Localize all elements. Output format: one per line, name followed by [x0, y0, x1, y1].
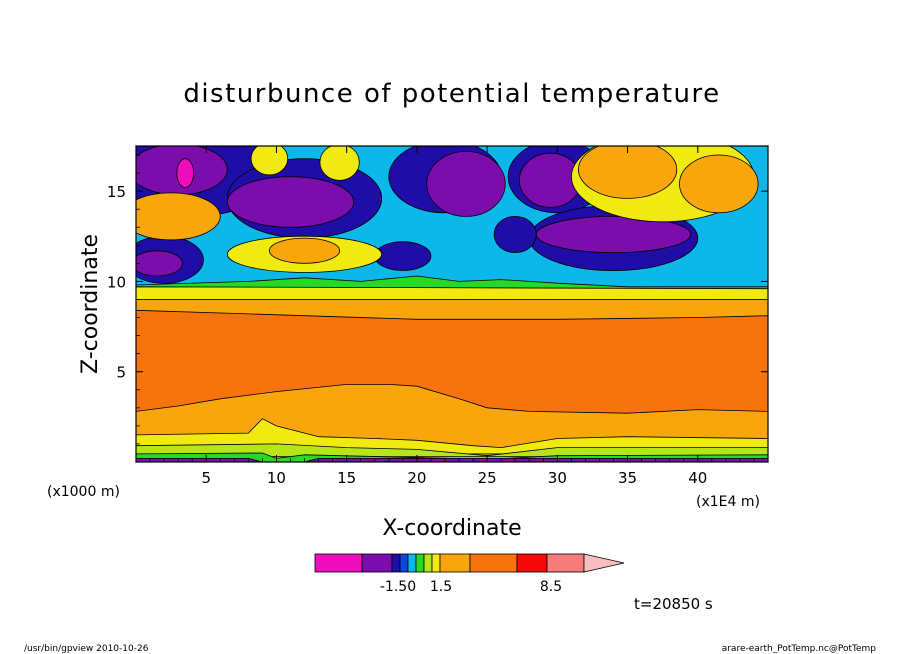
colorbar-swatch	[407, 553, 417, 573]
contour-cell-14	[176, 158, 195, 188]
contour-cell-7	[493, 215, 537, 253]
x-tick-label: 20	[407, 469, 426, 487]
x-tick-label: 5	[201, 469, 211, 487]
colorbar-swatch	[546, 553, 585, 573]
x-tick-label: 10	[267, 469, 286, 487]
contour-cell-12	[535, 215, 692, 253]
contour-cell-21	[250, 146, 289, 176]
colorbar-swatch	[423, 553, 433, 573]
colorbar-swatch	[431, 553, 441, 573]
x-unit-right: (x1E4 m)	[696, 494, 760, 510]
plot-frame	[135, 145, 769, 463]
colorbar-swatch	[314, 553, 363, 573]
colorbar-swatch	[399, 553, 409, 573]
colorbar-swatch	[516, 553, 548, 573]
x-tick-label: 25	[478, 469, 497, 487]
contour-cell-22	[319, 146, 360, 181]
colorbar-swatch	[391, 553, 401, 573]
contour-cell-20	[679, 154, 759, 214]
colorbar	[314, 553, 625, 573]
y-tick-label: 5	[116, 364, 126, 382]
x-axis: 5 10 15 20 25 30 35 40	[149, 146, 755, 487]
chart-title: disturbunce of potential temperature	[183, 79, 720, 109]
contour-band-7	[136, 286, 768, 300]
colorbar-label-pos: 1.5	[430, 579, 452, 595]
footer-left: /usr/bin/gpview 2010-10-26	[24, 644, 149, 654]
contour-cell-13	[136, 250, 183, 277]
contour-cell-17	[268, 237, 340, 264]
x-tick-label: 30	[548, 469, 567, 487]
colorbar-swatch	[415, 553, 425, 573]
y-tick-label: 10	[107, 273, 126, 291]
contour-field	[136, 146, 768, 462]
time-label: t=20850 s	[634, 595, 713, 613]
contour-band-3	[136, 443, 768, 458]
contour-cell-10	[426, 150, 506, 217]
contour-cell-9	[226, 176, 355, 228]
contour-band-2	[136, 309, 768, 414]
y-tick-label: 15	[107, 183, 126, 201]
colorbar-label-neg: -1.50	[380, 579, 416, 595]
x-axis-label: X-coordinate	[382, 516, 521, 541]
colorbar-label-high: 8.5	[540, 579, 562, 595]
y-axis-label: Z-coordinate	[78, 234, 103, 374]
x-tick-label: 35	[618, 469, 637, 487]
colorbar-swatch	[469, 553, 518, 573]
contour-cell-15	[136, 192, 221, 241]
colorbar-swatch	[361, 553, 393, 573]
x-unit-left: (x1000 m)	[47, 484, 120, 500]
x-tick-label: 40	[688, 469, 707, 487]
colorbar-arrow	[583, 553, 625, 573]
contour-cell-6	[374, 241, 432, 271]
y-axis: 5 10 15	[107, 154, 768, 445]
x-tick-label: 15	[337, 469, 356, 487]
contour-cell-19	[578, 146, 678, 199]
colorbar-swatch	[439, 553, 471, 573]
footer-right: arare-earth_PotTemp.nc@PotTemp	[722, 644, 877, 654]
